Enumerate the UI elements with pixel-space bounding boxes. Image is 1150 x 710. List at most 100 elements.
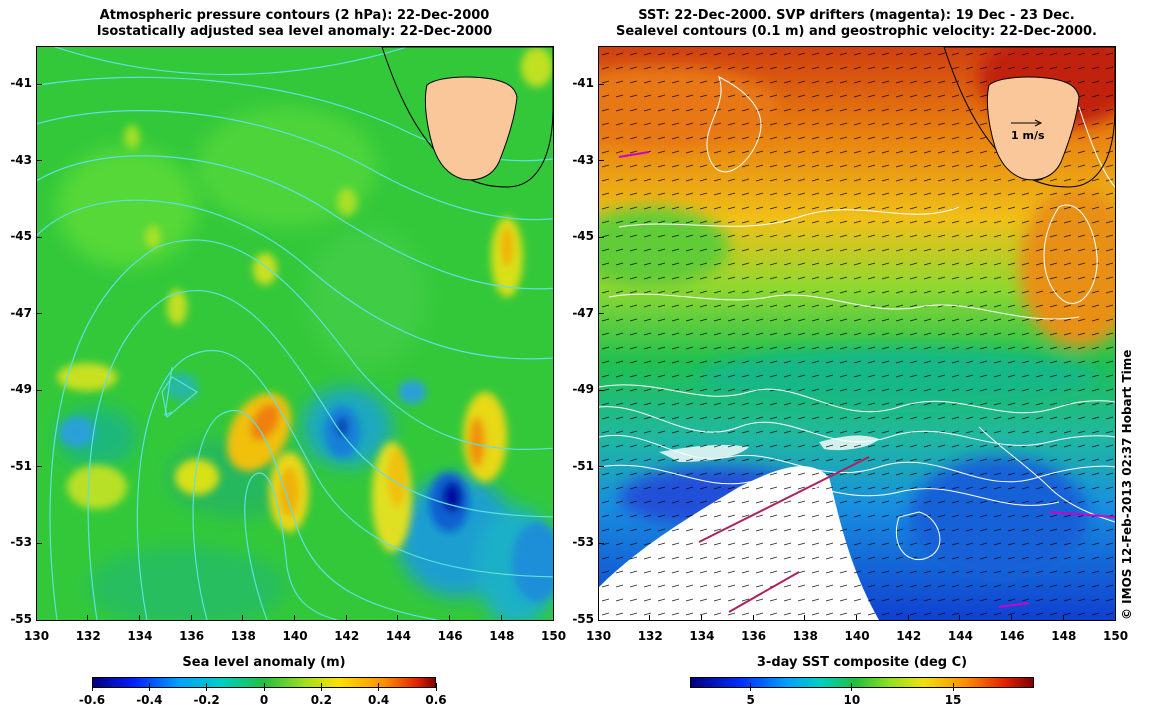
right-y-tick-label: -47 <box>572 305 594 320</box>
left-y-tick-label: -55 <box>10 612 32 626</box>
left-x-tick-label: 138 <box>230 629 256 643</box>
left-x-tick-mark <box>87 615 89 621</box>
left-x-tick-mark <box>500 615 502 621</box>
right-x-tick-label: 134 <box>689 629 715 643</box>
left-x-tick-mark <box>552 615 554 621</box>
right-x-tick-mark <box>804 615 806 621</box>
right-title-line1: SST: 22-Dec-2000. SVP drifters (magenta)… <box>638 8 1075 23</box>
right-colorbar-label: 5 <box>746 693 755 707</box>
right-map-panel: 1 m/s <box>598 46 1116 621</box>
right-y-tick-label: -45 <box>572 229 594 244</box>
right-x-tick-label: 150 <box>1103 629 1129 643</box>
sealevel-contours <box>599 76 1115 561</box>
right-y-tick-label: -51 <box>572 458 594 473</box>
right-x-tick-label: 132 <box>637 629 663 643</box>
left-x-tick-label: 136 <box>179 629 205 643</box>
left-colorbar-tick <box>206 683 208 691</box>
right-y-tick-mark <box>598 160 604 162</box>
left-map-panel <box>36 46 554 621</box>
right-colorbar-tick <box>952 683 954 691</box>
left-y-tick-label: -47 <box>10 305 32 320</box>
right-colorbar-tick <box>750 683 752 691</box>
left-colorbar-label: 0.6 <box>425 693 447 707</box>
left-x-tick-mark <box>190 615 192 621</box>
right-x-tick-mark <box>907 615 909 621</box>
left-colorbar-tick <box>320 683 322 691</box>
left-colorbar-tick <box>435 683 437 691</box>
left-y-tick-label: -51 <box>10 458 32 473</box>
left-x-tick-mark <box>397 615 399 621</box>
right-x-tick-mark <box>1114 615 1116 621</box>
right-y-tick-mark <box>598 389 604 391</box>
left-y-tick-mark <box>36 542 42 544</box>
left-title: Atmospheric pressure contours (2 hPa): 2… <box>36 8 553 40</box>
right-y-tick-label: -43 <box>572 152 594 167</box>
left-x-tick-label: 148 <box>489 629 515 643</box>
right-colorbar-label: 10 <box>843 693 861 707</box>
right-x-tick-label: 142 <box>896 629 922 643</box>
left-x-tick-label: 134 <box>127 629 153 643</box>
left-colorbar-tick <box>148 683 150 691</box>
right-y-tick-label: -55 <box>572 612 594 626</box>
left-x-tick-label: 142 <box>334 629 360 643</box>
right-x-tick-label: 148 <box>1051 629 1077 643</box>
right-y-tick-mark <box>598 466 604 468</box>
left-y-tick-label: -49 <box>10 382 32 397</box>
right-colorbar-label: 15 <box>944 693 962 707</box>
right-title-line2: Sealevel contours (0.1 m) and geostrophi… <box>616 24 1097 39</box>
left-y-tick-label: -53 <box>10 535 32 550</box>
sst-map: 1 m/s <box>599 47 1115 620</box>
left-colorbar-tick <box>91 683 93 691</box>
right-y-tick-mark <box>598 619 604 621</box>
right-y-tick-mark <box>598 542 604 544</box>
left-x-tick-label: 130 <box>24 629 50 643</box>
left-y-tick-label: -41 <box>10 76 32 91</box>
right-x-tick-label: 130 <box>586 629 612 643</box>
right-y-tick-label: -49 <box>572 382 594 397</box>
left-x-tick-mark <box>138 615 140 621</box>
right-x-tick-mark <box>752 615 754 621</box>
tasmania-landmass <box>381 47 553 188</box>
left-x-tick-label: 132 <box>75 629 101 643</box>
left-colorbar-title: Sea level anomaly (m) <box>182 655 346 670</box>
left-title-line2: Isostatically adjusted sea level anomaly… <box>96 24 493 39</box>
right-y-tick-label: -41 <box>572 76 594 91</box>
left-x-tick-label: 150 <box>541 629 567 643</box>
left-title-line1: Atmospheric pressure contours (2 hPa): 2… <box>99 8 490 23</box>
left-y-tick-label: -45 <box>10 229 32 244</box>
left-colorbar-label: 0.4 <box>368 693 390 707</box>
left-y-tick-label: -43 <box>10 152 32 167</box>
imos-credit: © IMOS 12-Feb-2013 02:37 Hobart Time <box>1120 349 1134 620</box>
left-y-tick-mark <box>36 313 42 315</box>
right-x-tick-label: 140 <box>844 629 870 643</box>
left-x-tick-mark <box>449 615 451 621</box>
right-x-tick-mark <box>649 615 651 621</box>
left-x-tick-mark <box>294 615 295 621</box>
left-x-tick-label: 140 <box>282 629 308 643</box>
right-title: SST: 22-Dec-2000. SVP drifters (magenta)… <box>598 8 1115 40</box>
left-colorbar-label: -0.2 <box>193 693 220 707</box>
left-colorbar-label: 0 <box>259 693 269 707</box>
right-x-tick-mark <box>597 615 599 621</box>
right-x-tick-label: 138 <box>792 629 818 643</box>
right-x-tick-mark <box>700 615 702 621</box>
left-y-tick-mark <box>36 619 42 621</box>
right-x-tick-mark <box>1062 615 1064 621</box>
right-y-tick-label: -53 <box>572 535 594 550</box>
left-colorbar-label: 0.2 <box>310 693 332 707</box>
right-colorbar <box>690 677 1034 688</box>
left-x-tick-mark <box>35 615 37 621</box>
pressure-contours <box>37 47 553 620</box>
left-colorbar-label: -0.4 <box>136 693 163 707</box>
right-y-tick-mark <box>598 83 604 85</box>
right-colorbar-title: 3-day SST composite (deg C) <box>756 655 968 670</box>
right-x-tick-label: 146 <box>999 629 1025 643</box>
left-y-tick-mark <box>36 83 42 85</box>
left-y-tick-mark <box>36 160 42 162</box>
left-colorbar-label: -0.6 <box>78 693 106 707</box>
tasmania-landmass-sst: 1 m/s <box>943 47 1115 188</box>
right-x-tick-mark <box>856 615 857 621</box>
left-x-tick-mark <box>242 615 244 621</box>
right-x-tick-mark <box>959 615 961 621</box>
right-colorbar-tick <box>851 683 853 691</box>
